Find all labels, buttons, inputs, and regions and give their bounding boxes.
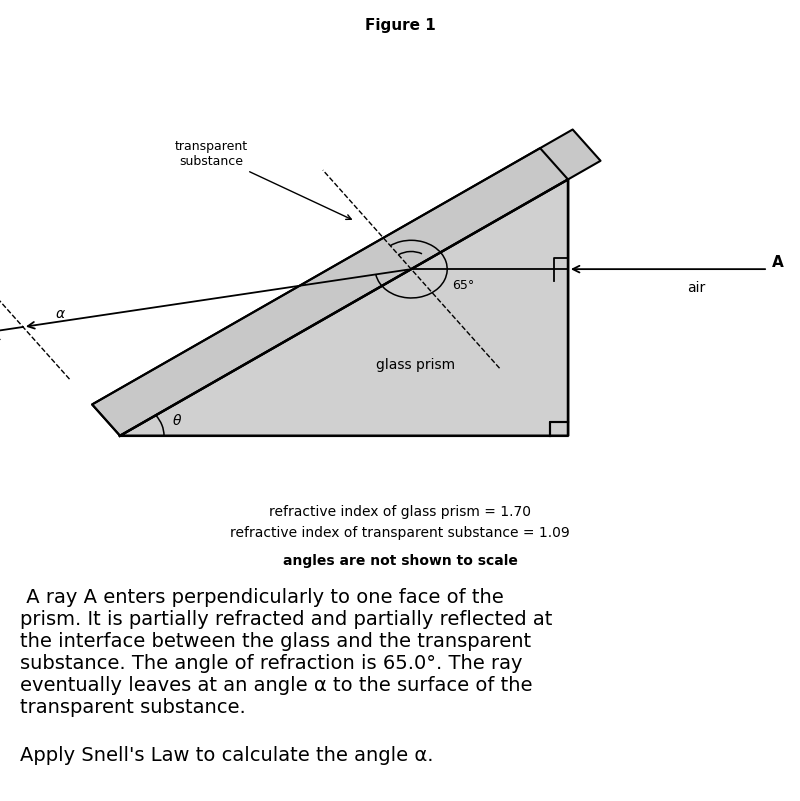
Text: refractive index of glass prism = 1.70: refractive index of glass prism = 1.70 [269, 505, 531, 519]
Text: transparent
substance: transparent substance [174, 140, 351, 219]
Text: Apply Snell's Law to calculate the angle α.: Apply Snell's Law to calculate the angle… [20, 747, 434, 765]
Text: angles are not shown to scale: angles are not shown to scale [282, 553, 518, 568]
Text: θ: θ [173, 414, 182, 428]
Text: 65°: 65° [452, 280, 474, 292]
Text: A: A [772, 256, 784, 270]
Polygon shape [92, 148, 568, 436]
Polygon shape [92, 130, 601, 436]
Polygon shape [120, 179, 568, 436]
Text: Figure 1: Figure 1 [365, 18, 435, 33]
Text: air: air [687, 281, 705, 296]
Polygon shape [120, 179, 568, 436]
Text: A ray A enters perpendicularly to one face of the
prism. It is partially refract: A ray A enters perpendicularly to one fa… [20, 588, 552, 717]
Text: glass prism: glass prism [377, 358, 455, 372]
Text: α: α [55, 308, 64, 321]
Text: refractive index of transparent substance = 1.09: refractive index of transparent substanc… [230, 526, 570, 540]
